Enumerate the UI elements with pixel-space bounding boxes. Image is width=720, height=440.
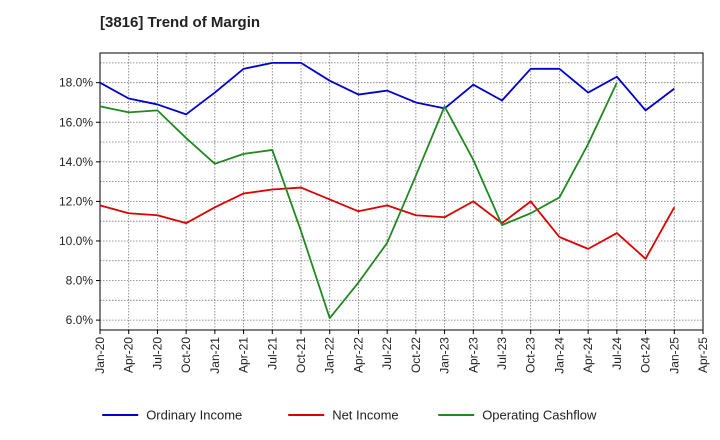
legend: Ordinary Income Net Income Operating Cashf… — [102, 408, 597, 423]
y-tick-label: 16.0% — [59, 115, 93, 129]
x-tick-label: Oct-23 — [524, 337, 538, 373]
x-tick-label: Oct-24 — [639, 337, 653, 373]
series-lines — [99, 61, 676, 320]
y-tick-label: 8.0% — [66, 274, 94, 288]
x-tick-label: Oct-21 — [294, 337, 308, 373]
y-tick-label: 6.0% — [66, 313, 94, 327]
x-tick-label: Jul-23 — [495, 337, 509, 370]
series-line-ordinary-income — [99, 61, 675, 116]
y-axis-tick-labels: 6.0% 8.0% 10.0% 12.0% 14.0% 16.0% 18.0% — [59, 76, 100, 327]
x-tick-label: Jul-21 — [265, 337, 279, 370]
x-tick-label: Jul-20 — [150, 337, 164, 370]
x-tick-label: Apr-20 — [122, 337, 136, 373]
x-tick-label: Jan-23 — [438, 337, 452, 374]
plot-frame — [99, 52, 704, 331]
series-line-operating-cashflow — [99, 82, 618, 320]
x-tick-label: Jan-24 — [552, 337, 566, 374]
y-tick-label: 14.0% — [59, 155, 93, 169]
x-tick-label: Jan-25 — [667, 337, 681, 374]
y-tick-label: 12.0% — [59, 194, 93, 208]
x-tick-label: Oct-20 — [179, 337, 193, 373]
x-tick-label: Jan-22 — [323, 337, 337, 374]
series-line-net-income — [99, 186, 676, 260]
x-tick-label: Jan-21 — [208, 337, 222, 374]
grid-lines — [100, 53, 703, 330]
x-tick-label: Apr-21 — [237, 337, 251, 373]
x-tick-label: Jul-24 — [610, 337, 624, 370]
x-tick-label: Apr-24 — [581, 337, 595, 373]
y-tick-label: 10.0% — [59, 234, 93, 248]
x-tick-label: Jul-22 — [380, 337, 394, 370]
x-tick-label: Apr-22 — [351, 337, 365, 373]
legend-label-ordinary-income: Ordinary Income — [146, 408, 242, 423]
x-tick-label: Apr-23 — [466, 337, 480, 373]
chart-title: [3816] Trend of Margin — [100, 14, 261, 31]
y-tick-label: 18.0% — [59, 76, 93, 90]
x-tick-label: Apr-25 — [696, 337, 710, 373]
x-tick-label: Jan-20 — [93, 337, 107, 374]
legend-label-net-income: Net Income — [332, 408, 398, 423]
x-axis-tick-labels: Jan-20 Apr-20 Jul-20 Oct-20 Jan-21 Apr-21 Jul-… — [93, 330, 710, 374]
x-tick-label: Oct-22 — [409, 337, 423, 373]
legend-label-operating-cashflow: Operating Cashflow — [482, 408, 597, 423]
